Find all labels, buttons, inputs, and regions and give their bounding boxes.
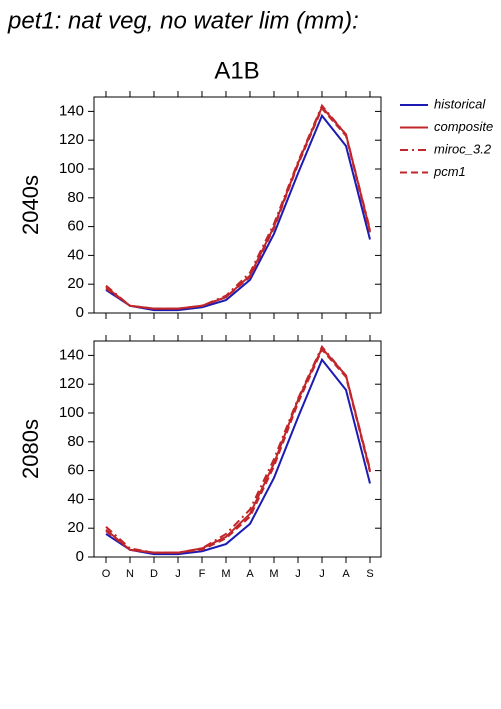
x-tick-label: J [319, 568, 325, 580]
legend-label: composite [434, 119, 493, 134]
x-tick-label: S [366, 568, 373, 580]
y-tick-label: 0 [76, 304, 84, 321]
y-tick-label: 140 [59, 346, 84, 363]
y-tick-label: 120 [59, 131, 84, 148]
series-line [105, 103, 371, 310]
x-tick-label: D [150, 568, 158, 580]
x-tick-label: A [342, 568, 350, 580]
page-title: pet1: nat veg, no water lim (mm): [7, 7, 359, 34]
y-tick-label: 0 [76, 548, 84, 565]
y-axis-label: 2040s [18, 175, 43, 235]
column-title: A1B [214, 57, 259, 84]
y-tick-label: 40 [67, 490, 84, 507]
y-tick-label: 20 [67, 275, 84, 292]
x-tick-label: J [295, 568, 301, 580]
series-line [105, 106, 371, 310]
y-tick-label: 60 [67, 218, 84, 235]
y-tick-label: 60 [67, 462, 84, 479]
y-axis-label: 2080s [18, 419, 43, 479]
plot-frame [93, 96, 382, 314]
series-line [105, 347, 371, 554]
y-tick-label: 100 [59, 160, 84, 177]
legend-label: pcm1 [433, 164, 466, 179]
y-tick-label: 80 [67, 433, 84, 450]
series-line [105, 105, 371, 310]
x-tick-label: J [175, 568, 181, 580]
x-tick-label: N [126, 568, 134, 580]
x-tick-label: M [269, 568, 278, 580]
x-tick-label: A [246, 568, 254, 580]
y-tick-label: 40 [67, 246, 84, 263]
y-tick-label: 20 [67, 519, 84, 536]
y-tick-label: 140 [59, 102, 84, 119]
series-line [105, 357, 371, 556]
legend-label: miroc_3.2 [434, 141, 492, 156]
x-tick-label: M [221, 568, 230, 580]
y-tick-label: 80 [67, 189, 84, 206]
y-tick-label: 120 [59, 375, 84, 392]
series-line [105, 344, 371, 554]
y-tick-label: 100 [59, 404, 84, 421]
series-line [105, 113, 371, 312]
x-tick-label: F [199, 568, 206, 580]
legend-label: historical [434, 96, 486, 111]
x-tick-label: O [102, 568, 111, 580]
plot-frame [93, 340, 382, 558]
